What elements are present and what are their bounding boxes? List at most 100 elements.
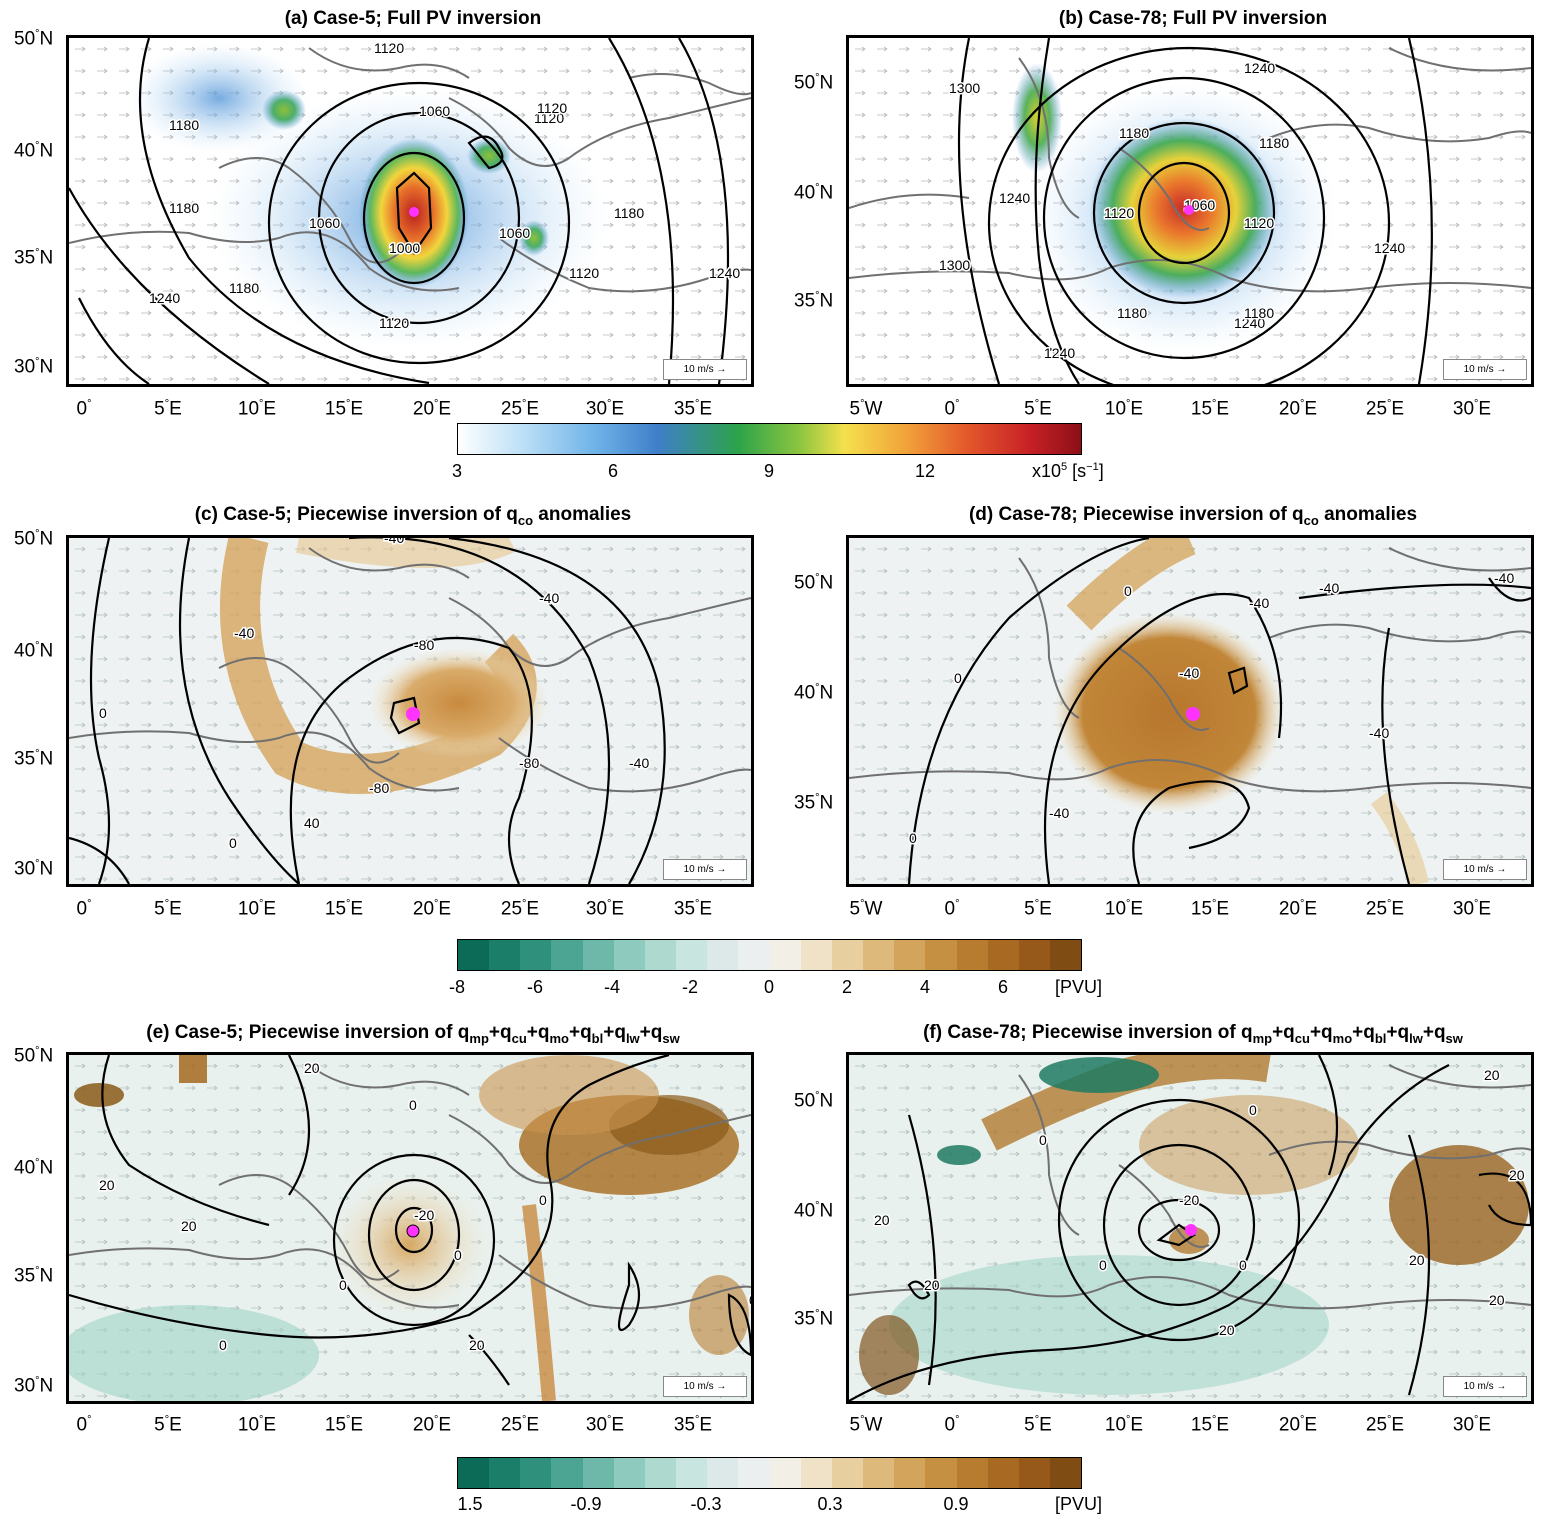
lat-label-left-1-2: 35°N — [14, 748, 54, 770]
contour-label: 1300 — [949, 80, 980, 96]
colorbar-swatch — [676, 940, 708, 970]
vector-scale-d: 10 m/s → — [1443, 859, 1527, 880]
lon-label-left-0-0: 0° — [76, 398, 92, 420]
cyclone-center-marker-f — [1185, 1224, 1197, 1236]
lon-label-right-1-3: 10°E — [1104, 898, 1144, 920]
lat-label-right-0-0: 50°N — [794, 72, 834, 94]
cyclone-center-marker-b — [1184, 205, 1194, 215]
contour-label: 1120 — [1104, 205, 1134, 221]
map-e-graphics: 20 0 20 -20 20 0 0 0 0 20 0 — [69, 1055, 751, 1401]
contour-label: 0 — [1039, 1132, 1047, 1148]
lon-label-left-0-3: 15°E — [324, 398, 364, 420]
colorbar-swatch — [738, 940, 770, 970]
contour-label: 0 — [909, 830, 917, 846]
lon-label-left-0-5: 25°E — [500, 398, 540, 420]
contour-label: 1060 — [499, 225, 530, 241]
colorbar-swatch — [644, 940, 677, 970]
contour-label: 1240 — [999, 190, 1030, 206]
contour-label: 1240 — [1234, 315, 1265, 331]
contour-label: 1240 — [1374, 240, 1405, 256]
lon-label-right-2-1: 0° — [944, 1414, 960, 1436]
contour-label: 0 — [1124, 583, 1132, 599]
colorbar-swatch — [676, 1458, 708, 1488]
colorbar-swatch — [956, 940, 988, 970]
contour-label: 1000 — [389, 240, 420, 256]
colorbar-swatch — [613, 1458, 645, 1488]
contour-label: -40 — [629, 755, 649, 771]
contour-labels-c: -40 -40 -80 -40 0 -80 -80 40 -40 0 — [98, 538, 651, 853]
contour-label: -40 — [1494, 570, 1514, 586]
lon-label-right-2-2: 5°E — [1024, 1414, 1052, 1436]
lon-label-left-1-5: 25°E — [500, 898, 540, 920]
colorbar3-tick-1: -0.9 — [570, 1494, 602, 1514]
contour-label: -40 — [539, 590, 559, 606]
panel-e-title: (e) Case-5; Piecewise inversion of qmp+q… — [146, 1022, 680, 1046]
colorbar-swatch — [925, 940, 957, 970]
colorbar-swatch — [738, 1458, 770, 1488]
lon-label-left-1-2: 10°E — [237, 898, 277, 920]
vector-scale-e: 10 m/s → — [663, 1376, 747, 1397]
contour-label: -80 — [519, 755, 539, 771]
colorbar-swatch — [1018, 1458, 1050, 1488]
colorbar3-tick-2: -0.3 — [690, 1494, 722, 1514]
lon-label-right-0-2: 5°E — [1024, 398, 1052, 420]
lat-label-left-0-1: 40°N — [14, 140, 54, 162]
lon-label-right-0-5: 20°E — [1278, 398, 1318, 420]
contour-label: 1120 — [379, 315, 409, 331]
lat-label-left-1-1: 40°N — [14, 640, 54, 662]
vector-scale-a: 10 m/s → — [663, 359, 747, 380]
colorbar2-tick-3: -2 — [681, 977, 699, 997]
colorbar-swatch — [863, 940, 895, 970]
lat-label-left-1-3: 30°N — [14, 858, 54, 880]
lon-label-left-2-6: 30°E — [585, 1414, 625, 1436]
lat-label-left-1-0: 50°N — [14, 528, 54, 550]
colorbar-swatch — [800, 940, 832, 970]
lon-label-left-1-6: 30°E — [585, 898, 625, 920]
colorbar-swatch — [956, 1458, 988, 1488]
contour-labels-e: 20 0 20 -20 20 0 0 0 0 20 0 — [98, 1059, 752, 1355]
map-panel-b: 1240 1300 1240 1180 1180 1120 1060 1240 1120 1300… — [846, 35, 1534, 387]
colorbar-swatch — [582, 1458, 614, 1488]
lon-label-right-2-3: 10°E — [1104, 1414, 1144, 1436]
colorbar2-tick-5: 2 — [841, 977, 853, 997]
cyclone-center-marker-c — [406, 707, 420, 721]
lon-label-left-1-3: 15°E — [324, 898, 364, 920]
contour-label: 1180 — [169, 200, 199, 216]
lat-label-left-0-2: 35°N — [14, 247, 54, 269]
contour-label: 1180 — [1244, 305, 1274, 321]
vector-scale-f: 10 m/s → — [1443, 1376, 1527, 1397]
colorbar3-tick-4: 0.9 — [943, 1494, 969, 1514]
lat-label-right-2-2: 35°N — [794, 1308, 834, 1330]
colorbar2-tick-2: -4 — [603, 977, 621, 997]
contour-label: 20 — [924, 1277, 940, 1293]
colorbar-swatch — [489, 940, 521, 970]
colorbar-swatch — [831, 1458, 864, 1488]
contour-label: -20 — [1179, 1192, 1199, 1208]
lat-label-right-1-1: 40°N — [794, 682, 834, 704]
contour-label: 20 — [469, 1337, 485, 1353]
colorbar-swatch — [707, 940, 739, 970]
colorbar-swatch — [769, 940, 801, 970]
colorbar1-tick-2: 9 — [763, 461, 775, 481]
cyclone-center-marker-d — [1186, 707, 1200, 721]
colorbar-swatch — [520, 940, 552, 970]
colorbar-swatch — [987, 940, 1019, 970]
colorbar-swatch — [1049, 1458, 1082, 1488]
lat-label-left-2-0: 50°N — [14, 1045, 54, 1067]
contour-labels-a: 1120118010601180112011201060100010601180… — [148, 39, 742, 333]
map-d-graphics: 0 -40 -40 0 -40 -40 -40 0 -40 — [849, 538, 1531, 884]
lat-label-left-0-0: 50°N — [14, 28, 54, 50]
lat-label-right-1-2: 35°N — [794, 792, 834, 814]
map-f-graphics: 0 0 20 -20 0 0 20 20 20 20 20 20 — [849, 1055, 1531, 1401]
colorbar3-tick-3: 0.3 — [817, 1494, 843, 1514]
colorbar-swatch — [707, 1458, 739, 1488]
lon-label-right-1-0: 5°W — [849, 898, 883, 920]
lon-label-left-0-4: 20°E — [412, 398, 452, 420]
lon-label-right-1-7: 30°E — [1452, 898, 1492, 920]
contour-label: 1120 — [1244, 215, 1274, 231]
lon-label-left-0-6: 30°E — [585, 398, 625, 420]
colorbar2-tick-1: -6 — [526, 977, 544, 997]
lon-label-right-1-4: 15°E — [1190, 898, 1230, 920]
lon-label-right-0-4: 15°E — [1190, 398, 1230, 420]
